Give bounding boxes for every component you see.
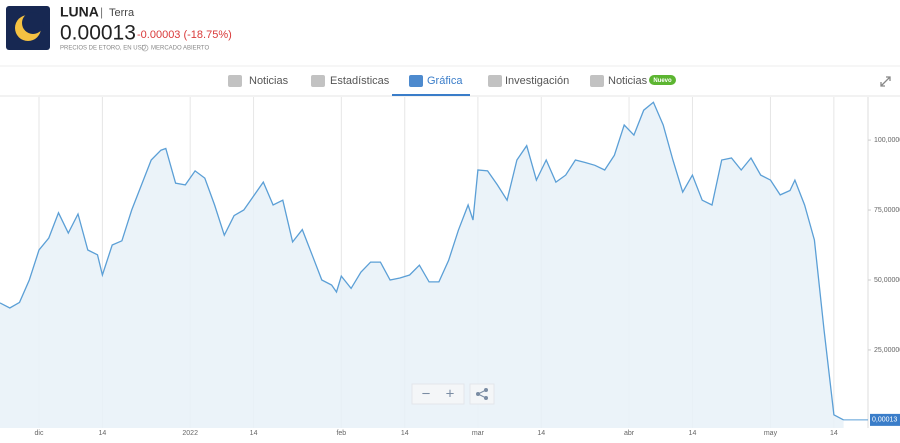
share-icon bbox=[476, 388, 488, 400]
x-tick-label: 14 bbox=[830, 430, 838, 437]
price-source: PRECIOS DE ETORO, EN USD bbox=[60, 46, 147, 52]
y-tick-label: 25,00000 bbox=[874, 347, 900, 354]
share-button[interactable] bbox=[469, 383, 495, 405]
tab-icon bbox=[311, 75, 325, 87]
instrument-name: Terra bbox=[109, 7, 135, 19]
x-tick-label: 14 bbox=[689, 430, 697, 437]
last-price-label: 0,00013 bbox=[872, 417, 897, 424]
plot: dic 14 2022 14 feb 14 mar 14 abr 14 may 14 25,00000 5… bbox=[0, 97, 900, 437]
area-fill bbox=[0, 102, 844, 429]
x-tick-label: abr bbox=[624, 430, 635, 437]
tab-icon bbox=[228, 75, 242, 87]
x-tick-label: 14 bbox=[537, 430, 545, 437]
tab-icon bbox=[409, 75, 423, 87]
y-tick-label: 50,00000 bbox=[874, 277, 900, 284]
x-tick-label: may bbox=[764, 430, 778, 437]
y-tick-label: 75,00000 bbox=[874, 207, 900, 214]
tab-icon bbox=[488, 75, 502, 87]
market-icon bbox=[141, 44, 149, 52]
expand-icon[interactable] bbox=[880, 76, 891, 87]
x-tick-label: dic bbox=[35, 430, 44, 437]
badge bbox=[649, 75, 676, 85]
price-line bbox=[0, 101, 844, 421]
x-tick-label: 14 bbox=[99, 430, 107, 437]
tab[interactable]: Investigación bbox=[505, 75, 569, 87]
tab-bar: Noticias Estadísticas Gráfica Investigación… bbox=[228, 75, 676, 96]
tab-icon bbox=[590, 75, 604, 87]
separator: | bbox=[100, 5, 103, 19]
y-tick-label: 100,00000 bbox=[874, 137, 900, 144]
market-status: MERCADO ABIERTO bbox=[151, 46, 209, 52]
tab[interactable]: Noticias bbox=[249, 75, 289, 87]
x-tick-label: mar bbox=[472, 430, 485, 437]
tab[interactable]: Noticias bbox=[608, 75, 648, 87]
symbol: LUNA bbox=[60, 4, 99, 20]
price-change: -0.00003 (-18.75%) bbox=[137, 29, 232, 41]
zoom-box bbox=[411, 383, 465, 405]
x-tick-label: 2022 bbox=[182, 430, 198, 437]
zoom-controls: − + bbox=[411, 383, 495, 405]
tab[interactable]: Gráfica bbox=[427, 75, 463, 87]
price: 0.00013 bbox=[60, 22, 136, 45]
logo-shade bbox=[22, 12, 44, 34]
x-tick-label: 14 bbox=[250, 430, 258, 437]
last-price-tag bbox=[870, 413, 900, 426]
x-tick-label: feb bbox=[336, 430, 346, 437]
tab[interactable]: Estadísticas bbox=[330, 75, 390, 87]
x-tick-label: 14 bbox=[401, 430, 409, 437]
zoom-out[interactable]: − bbox=[422, 385, 431, 402]
zoom-in[interactable]: + bbox=[446, 385, 455, 402]
badge-label: Nuevo bbox=[653, 78, 672, 84]
active-tab-underline bbox=[392, 94, 470, 96]
